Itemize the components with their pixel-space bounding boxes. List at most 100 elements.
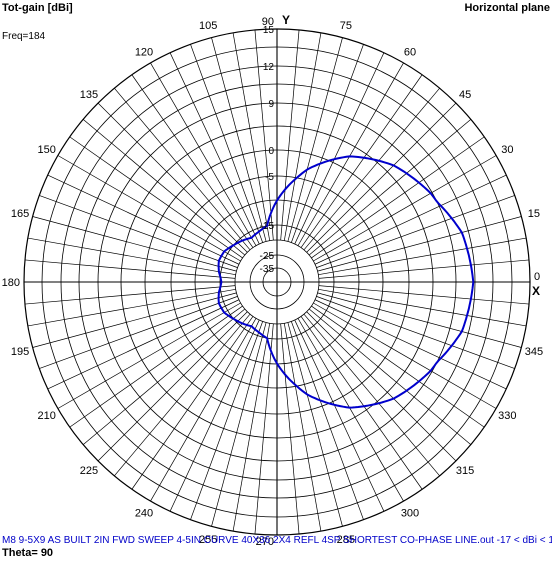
x-axis-label: X [532,284,540,298]
grid-spoke [39,195,238,268]
ring-value-label: -5 [265,172,274,183]
grid-spoke [280,29,300,241]
grid-spoke [211,37,267,242]
grid-spoke [297,62,404,246]
angle-tick-label: 105 [199,20,217,32]
grid-spoke [97,102,248,253]
grid-spoke [300,316,423,490]
grid-spoke [169,52,260,245]
ring-value-label: 12 [263,62,275,73]
angle-tick-label: 30 [501,144,513,156]
grid-spoke [32,216,237,272]
grid-spoke [313,155,497,262]
grid-spoke [306,102,457,253]
angle-tick-label: 210 [37,410,55,422]
angle-tick-label: 0 [534,271,540,283]
grid-spoke [316,195,515,268]
ring-value-label: -25 [260,251,275,262]
angle-tick-label: 240 [135,507,153,519]
grid-spoke [291,321,364,520]
grid-spoke [308,119,472,256]
angle-tick-label: 300 [401,507,419,519]
angle-tick-label: 315 [456,465,474,477]
grid-spoke [254,323,274,535]
angle-tick-label: 135 [80,89,98,101]
grid-spoke [308,308,472,445]
grid-spoke [232,323,271,532]
grid-spoke [283,32,322,241]
gain-trace-layer [217,155,475,409]
grid-spoke [97,311,248,462]
angle-tick-label: 150 [37,144,55,156]
grid-spoke [306,311,457,462]
angle-tick-label: 120 [135,47,153,59]
grid-spoke [316,296,515,369]
grid-spoke [318,259,530,279]
grid-spoke [318,285,530,305]
grid-spoke [27,237,236,276]
grid-spoke [169,319,260,512]
grid-spoke [150,318,257,502]
y-axis-label: Y [282,13,290,27]
ring-value-label: 0 [268,146,274,157]
grid-spoke [318,237,527,276]
polar-grid [23,28,531,536]
grid-spoke [287,322,343,527]
grid-spoke [318,288,527,327]
angle-tick-label: 15 [528,208,540,220]
plane-label: Horizontal plane [464,2,550,14]
grid-spoke [280,323,300,535]
gain-pattern-line [217,155,475,409]
grid-spoke [69,305,243,428]
grid-spoke [313,302,497,409]
ring-value-label: -35 [260,264,275,275]
grid-spoke [39,296,238,369]
ring-value-label: -15 [260,221,275,232]
grid-spoke [317,216,522,272]
grid-spoke [131,74,254,248]
theta-label: Theta= 90 [2,547,54,559]
angle-tick-label: 45 [459,89,471,101]
angle-tick-label: 330 [498,410,516,422]
angle-tick-label: 195 [11,346,29,358]
angle-tick-label: 270 [256,536,274,548]
grid-spoke [300,74,423,248]
grid-spoke [82,119,246,256]
grid-spoke [283,323,322,532]
grid-spoke [27,288,236,327]
grid-spoke [82,308,246,445]
grid-spoke [57,302,241,409]
grid-spoke [311,305,485,428]
angle-tick-label: 165 [11,208,29,220]
grid-spoke [294,319,385,512]
grid-spoke [32,292,237,348]
grid-spoke [314,174,507,265]
grid-spoke [254,29,274,241]
angle-tick-label: 180 [2,277,20,289]
grid-spoke [24,285,236,305]
grid-spoke [311,136,485,259]
grid-spoke [297,318,404,502]
grid-spoke [314,299,507,390]
frequency-label: Freq=184 [2,31,46,42]
angle-tick-label: 255 [199,534,217,546]
grid-spoke [24,259,236,279]
label-layer: 0153045607590105120135150165180195210225… [2,13,543,548]
grid-spoke [47,299,240,390]
grid-spoke [57,155,241,262]
grid-spoke [190,44,263,243]
grid-spoke [211,322,267,527]
grid-spoke [69,136,243,259]
grid-spoke [150,62,257,246]
ring-value-label: 9 [268,99,274,110]
chart-title: Tot-gain [dBi] [2,2,73,14]
grid-spoke [291,44,364,243]
grid-spoke [287,37,343,242]
grid-spoke [317,292,522,348]
angle-tick-label: 285 [337,534,355,546]
angle-tick-label: 225 [80,465,98,477]
grid-spoke [294,52,385,245]
angle-tick-label: 75 [340,20,352,32]
grid-spoke [114,87,251,251]
